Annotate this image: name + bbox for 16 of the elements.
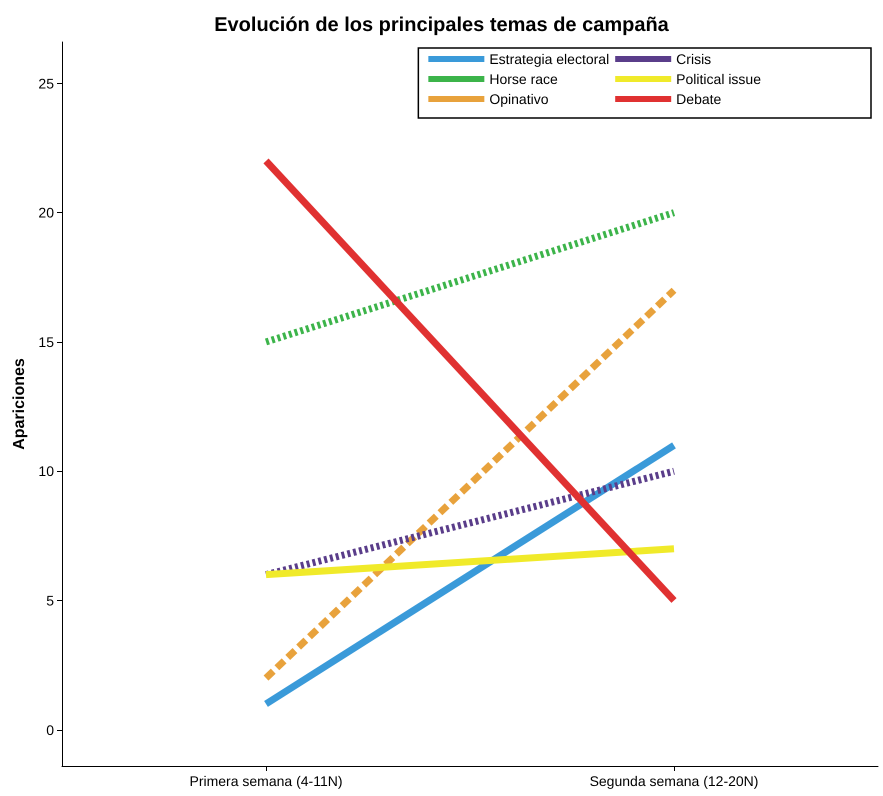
legend-label: Crisis [676, 51, 712, 67]
x-tick-label: Primera semana (4-11N) [189, 773, 343, 789]
y-tick-label: 5 [46, 592, 54, 609]
legend-label: Opinativo [489, 91, 549, 107]
y-tick-label: 15 [38, 334, 54, 350]
chart-title: Evolución de los principales temas de campaña [214, 14, 670, 36]
y-tick-label: 20 [38, 204, 54, 221]
legend-label: Estrategia electoral [489, 51, 610, 67]
legend-label: Debate [676, 91, 722, 107]
y-tick-label: 25 [38, 75, 54, 92]
y-axis-title: Apariciones [11, 358, 28, 450]
legend-label: Political issue [676, 71, 762, 87]
legend-label: Horse race [489, 71, 558, 87]
y-tick-label: 0 [46, 722, 54, 738]
y-tick-label: 10 [38, 463, 54, 480]
x-tick-label: Segunda semana (12-20N) [590, 773, 758, 789]
